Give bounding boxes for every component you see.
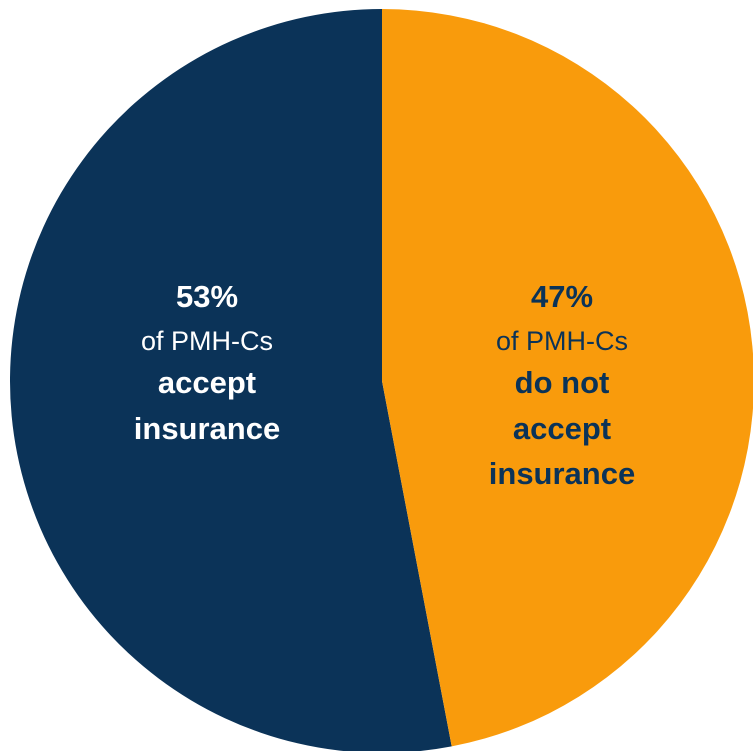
slice-desc-line: accept bbox=[513, 411, 611, 446]
slice-percent-label: 53% bbox=[176, 279, 238, 314]
slice-desc-line: accept bbox=[158, 365, 256, 400]
slice-percent-label: 47% bbox=[531, 279, 593, 314]
slice-sub-label: of PMH-Cs bbox=[496, 326, 628, 356]
pie-slices bbox=[10, 9, 753, 751]
slice-sub-label: of PMH-Cs bbox=[141, 326, 273, 356]
slice-desc-line: do not bbox=[515, 365, 610, 400]
slice-desc-line: insurance bbox=[134, 411, 280, 446]
slice-desc-line: insurance bbox=[489, 456, 635, 491]
pie-slice bbox=[382, 9, 753, 747]
slice-label-do-not-accept: 47% of PMH-Cs do not accept insurance bbox=[489, 279, 635, 491]
slice-label-accept: 53% of PMH-Cs accept insurance bbox=[134, 279, 280, 446]
pie-slice bbox=[10, 9, 452, 751]
